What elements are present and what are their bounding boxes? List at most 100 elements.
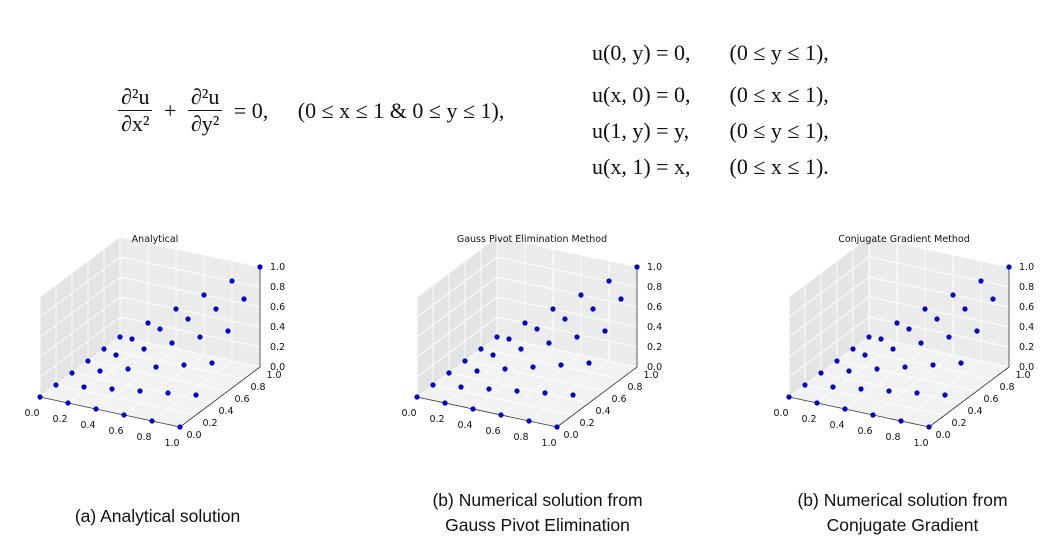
y-tick-label: 0.2 xyxy=(951,418,966,429)
data-point xyxy=(498,412,504,418)
data-point xyxy=(37,394,43,400)
bc-expression: u(x, 1) = x, xyxy=(592,154,691,179)
caption-conjugate-gradient: (b) Numerical solution from Conjugate Gr… xyxy=(765,488,1040,538)
fraction-d2u-dy2: ∂²u ∂y² xyxy=(187,84,223,137)
data-point xyxy=(574,334,580,340)
z-tick-label: 1.0 xyxy=(1019,262,1034,273)
data-point xyxy=(157,326,163,332)
data-point xyxy=(229,278,235,284)
z-tick-label: 1.0 xyxy=(270,262,285,273)
y-axis-line xyxy=(928,366,1010,428)
scatter3d-conjugate-gradient: 0.00.20.40.60.81.00.00.20.40.60.81.00.00… xyxy=(773,234,1034,449)
data-point xyxy=(474,368,480,374)
grid-line xyxy=(67,342,149,404)
data-point xyxy=(153,364,159,370)
grid-line xyxy=(39,276,121,338)
x-tick-label: 0.2 xyxy=(801,414,816,425)
data-point xyxy=(93,406,99,412)
data-point xyxy=(197,334,203,340)
bc-domain: (0 ≤ y ≤ 1), xyxy=(729,40,829,65)
grid-line xyxy=(496,336,638,368)
y-tick-label: 0.6 xyxy=(611,394,626,405)
grid-line xyxy=(868,236,1010,268)
z-tick-label: 0.2 xyxy=(1019,342,1034,353)
data-point xyxy=(870,412,876,418)
grid-line xyxy=(416,316,498,378)
bc-domain: (0 ≤ x ≤ 1). xyxy=(729,154,829,179)
grid-line xyxy=(788,276,870,338)
grid-line xyxy=(119,316,261,348)
data-point xyxy=(165,390,171,396)
z-tick-label: 0.2 xyxy=(647,342,662,353)
plot-title: Conjugate Gradient Method xyxy=(838,234,970,245)
data-point xyxy=(225,328,231,334)
plot-title: Analytical xyxy=(132,234,179,245)
z-tick-label: 1.0 xyxy=(647,262,662,273)
data-point xyxy=(173,306,179,312)
y-tick-label: 0.4 xyxy=(595,406,610,417)
y-tick-label: 1.0 xyxy=(643,370,658,381)
grid-line xyxy=(836,360,978,392)
data-point xyxy=(117,334,123,340)
y-tick-label: 0.6 xyxy=(983,394,998,405)
x-tick-label: 0.8 xyxy=(513,432,528,443)
data-point xyxy=(518,346,524,352)
caption-line: (b) Numerical solution from xyxy=(432,490,643,510)
data-point xyxy=(209,360,215,366)
data-point xyxy=(930,362,936,368)
y-tick-label: 0.0 xyxy=(935,430,950,441)
data-point xyxy=(558,362,564,368)
data-point xyxy=(866,334,872,340)
data-point xyxy=(586,360,592,366)
grid-line xyxy=(119,236,261,268)
x-tick-label: 0.4 xyxy=(80,420,95,431)
z-tick-label: 0.6 xyxy=(1019,302,1034,313)
grid-line xyxy=(39,336,121,398)
z-tick-label: 0.0 xyxy=(270,362,285,373)
grid-line xyxy=(87,360,229,392)
grid-line xyxy=(464,360,606,392)
grid-line xyxy=(528,360,610,422)
z-tick-label: 0.2 xyxy=(270,342,285,353)
grid-line xyxy=(103,348,245,380)
data-point xyxy=(590,306,596,312)
y-tick-label: 0.4 xyxy=(218,406,233,417)
x-tick-label: 0.4 xyxy=(829,420,844,431)
fraction-denominator: ∂y² xyxy=(190,111,220,136)
data-point xyxy=(125,366,131,372)
data-point xyxy=(85,358,91,364)
grid-line xyxy=(788,236,870,298)
plus-sign: + xyxy=(163,97,177,123)
grid-line xyxy=(416,236,498,298)
data-point xyxy=(846,368,852,374)
data-point xyxy=(1006,264,1012,270)
caption-line: (b) Numerical solution from xyxy=(797,490,1008,510)
y-axis-line xyxy=(556,366,638,428)
boundary-condition-row: u(x, 1) = x, (0 ≤ x ≤ 1). xyxy=(592,154,829,180)
data-point xyxy=(478,346,484,352)
grid-line xyxy=(123,354,205,416)
data-point xyxy=(522,320,528,326)
data-point xyxy=(446,370,452,376)
grid-line xyxy=(55,384,197,416)
caption-line: Conjugate Gradient xyxy=(826,515,979,535)
data-point xyxy=(902,364,908,370)
data-point xyxy=(458,384,464,390)
x-tick-label: 0.0 xyxy=(24,408,39,419)
bc-expression: u(0, y) = 0, xyxy=(592,40,691,65)
grid-line xyxy=(496,236,638,268)
data-point xyxy=(814,400,820,406)
x-axis-line xyxy=(788,396,930,428)
x-tick-label: 0.2 xyxy=(429,414,444,425)
data-point xyxy=(842,406,848,412)
z-tick-label: 0.8 xyxy=(1019,282,1034,293)
data-point xyxy=(862,352,868,358)
data-point xyxy=(858,386,864,392)
scatter3d-analytical: 0.00.20.40.60.81.00.00.20.40.60.81.00.00… xyxy=(24,234,285,449)
plot-title: Gauss Pivot Elimination Method xyxy=(457,234,607,245)
y-axis-line xyxy=(179,366,261,428)
fraction-d2u-dx2: ∂²u ∂x² xyxy=(118,84,153,137)
data-point xyxy=(914,390,920,396)
x-tick-label: 0.0 xyxy=(773,408,788,419)
data-point xyxy=(578,292,584,298)
